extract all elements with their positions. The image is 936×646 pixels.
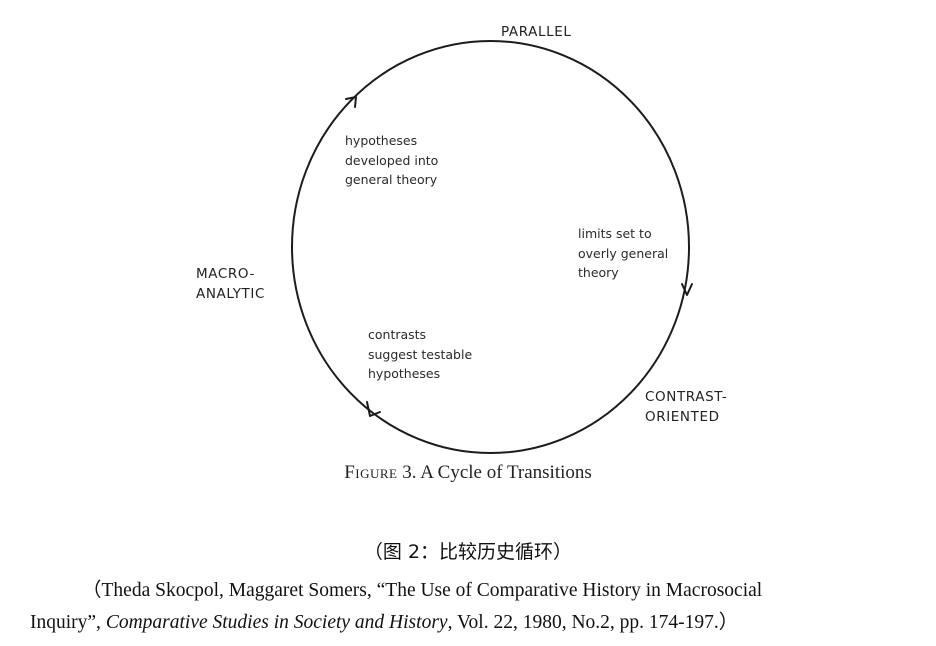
chinese-caption: （图 2：比较历史循环） — [363, 541, 573, 563]
arrow-head-up-right — [345, 96, 357, 108]
transition-bottom-right-to-left-line-3: hypotheses — [368, 366, 441, 381]
transition-left-to-top: hypotheses developed into general theory — [345, 131, 438, 190]
citation-article-cont: Inquiry”, — [30, 612, 106, 633]
transition-bottom-right-to-left: contrasts suggest testable hypotheses — [368, 325, 472, 384]
node-macro-analytic-line-2: ANALYTIC — [196, 286, 265, 302]
citation-details: , Vol. 22, 1980, No.2, pp. 174-197. — [447, 612, 719, 633]
citation-open-paren: （ — [82, 580, 102, 601]
citation-line-2: Inquiry”, Comparative Studies in Society… — [30, 607, 910, 639]
arrow-head-down — [681, 283, 693, 296]
citation-article: “The Use of Comparative History in Macro… — [376, 580, 763, 601]
node-contrast-oriented: CONTRAST- ORIENTED — [645, 387, 727, 427]
node-parallel-line: PARALLEL — [501, 24, 572, 40]
node-contrast-oriented-line-2: ORIENTED — [645, 409, 720, 425]
transition-left-to-top-line-1: hypotheses — [345, 133, 418, 148]
figure-caption-label: Figure — [344, 462, 398, 483]
transition-top-to-bottom-right: limits set to overly general theory — [578, 224, 668, 283]
figure-caption-title: A Cycle of Transitions — [416, 462, 592, 483]
cycle-circle — [291, 40, 690, 454]
transition-top-to-bottom-right-line-1: limits set to — [578, 226, 652, 241]
node-macro-analytic-line-1: MACRO- — [196, 266, 255, 282]
figure-caption-number: 3. — [397, 462, 417, 483]
figure-caption: Figure 3. A Cycle of Transitions — [0, 462, 936, 484]
transition-bottom-right-to-left-line-1: contrasts — [368, 327, 427, 342]
transition-bottom-right-to-left-line-2: suggest testable — [368, 346, 473, 362]
node-macro-analytic: MACRO- ANALYTIC — [196, 264, 265, 304]
citation-close-paren: ） — [718, 612, 739, 633]
citation-journal: Comparative Studies in Society and Histo… — [105, 612, 448, 633]
transition-left-to-top-line-3: general theory — [345, 172, 438, 187]
transition-top-to-bottom-right-line-2: overly general — [578, 245, 669, 261]
citation-authors: Theda Skocpol, Maggaret Somers, — [101, 580, 377, 601]
citation-line-1: （Theda Skocpol, Maggaret Somers, “The Us… — [30, 575, 910, 607]
transition-left-to-top-line-2: developed into — [345, 152, 439, 168]
node-parallel: PARALLEL — [501, 22, 571, 42]
citation: （Theda Skocpol, Maggaret Somers, “The Us… — [30, 575, 910, 639]
transition-top-to-bottom-right-line-3: theory — [578, 265, 619, 280]
arrow-head-up-left — [366, 401, 381, 417]
node-contrast-oriented-line-1: CONTRAST- — [645, 389, 728, 405]
